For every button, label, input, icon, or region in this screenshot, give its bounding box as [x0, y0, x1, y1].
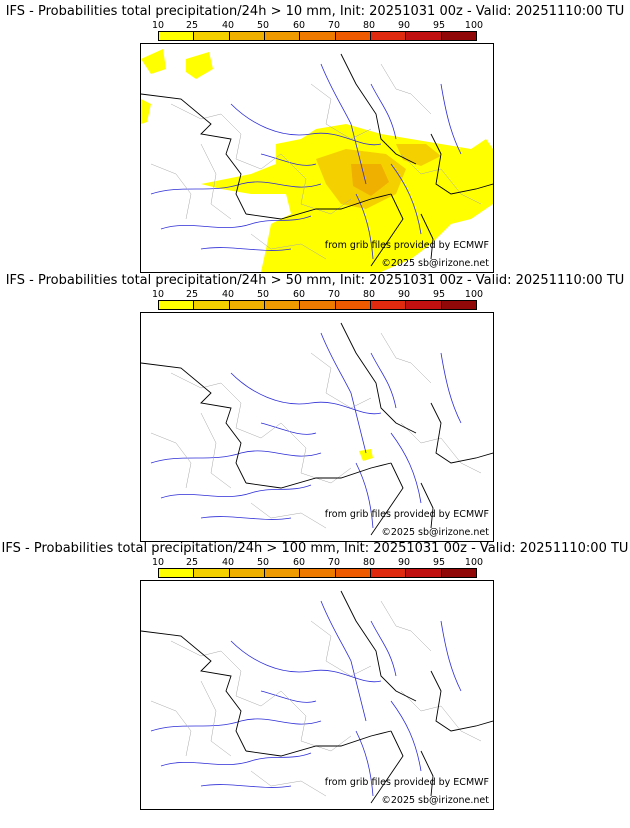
probability-map: from grib files provided by ECMWF ©2025 … [140, 580, 494, 810]
scale-label: 100 [464, 289, 484, 300]
scale-label: 25 [185, 20, 199, 31]
panel-title: IFS - Probabilities total precipitation/… [5, 273, 625, 288]
color-scale-bar [158, 300, 477, 310]
scale-swatch [264, 569, 301, 577]
scale-label: 40 [221, 289, 235, 300]
color-scale-labels: 10 25 40 50 60 70 80 90 95 100 [140, 557, 490, 568]
scale-label: 70 [327, 557, 341, 568]
scale-swatch [441, 301, 476, 309]
scale-swatch [441, 32, 476, 40]
scale-swatch [159, 32, 195, 40]
grib-credit: from grib files provided by ECMWF [324, 509, 489, 520]
scale-swatch [406, 32, 442, 40]
forecast-panel-10mm: IFS - Probabilities total precipitation/… [0, 4, 630, 273]
scale-swatch [335, 32, 371, 40]
scale-swatch [406, 569, 442, 577]
scale-swatch [300, 32, 336, 40]
copyright-credit: ©2025 sb@irizone.net [381, 527, 489, 538]
copyright-credit: ©2025 sb@irizone.net [381, 795, 489, 806]
scale-swatch [300, 301, 336, 309]
country-borders [141, 322, 493, 536]
probability-area [186, 52, 213, 79]
scale-label: 10 [151, 557, 165, 568]
scale-swatch [229, 32, 265, 40]
scale-label: 25 [185, 289, 199, 300]
scale-label: 60 [292, 557, 306, 568]
scale-swatch [264, 32, 301, 40]
scale-label: 40 [221, 557, 235, 568]
region-borders [150, 600, 482, 797]
probability-overlay [359, 449, 373, 461]
scale-label: 60 [292, 20, 306, 31]
probability-area [351, 164, 389, 196]
grib-credit: from grib files provided by ECMWF [324, 240, 489, 251]
color-scale-labels: 10 25 40 50 60 70 80 90 95 100 [140, 289, 490, 300]
river-lines [150, 600, 462, 797]
scale-swatch [194, 569, 230, 577]
scale-swatch [194, 32, 230, 40]
scale-label: 80 [362, 557, 376, 568]
panel-title: IFS - Probabilities total precipitation/… [5, 4, 625, 19]
region-borders [150, 332, 482, 529]
scale-label: 100 [464, 20, 484, 31]
scale-label: 70 [327, 289, 341, 300]
scale-swatch [335, 569, 371, 577]
forecast-panel-100mm: IFS - Probabilities total precipitation/… [0, 541, 630, 810]
scale-label: 50 [256, 557, 270, 568]
scale-label: 95 [432, 557, 446, 568]
probability-area [359, 449, 373, 461]
scale-label: 50 [256, 289, 270, 300]
scale-swatch [300, 569, 336, 577]
scale-swatch [229, 569, 265, 577]
probability-area [141, 99, 151, 124]
scale-swatch [159, 301, 195, 309]
scale-swatch [370, 32, 407, 40]
river-lines [150, 63, 462, 260]
scale-swatch [335, 301, 371, 309]
probability-overlay [141, 49, 493, 272]
country-borders [141, 590, 493, 804]
scale-swatch [441, 569, 476, 577]
europe-map-svg [141, 49, 493, 272]
scale-swatch [370, 301, 407, 309]
scale-swatch [406, 301, 442, 309]
scale-swatch [264, 301, 301, 309]
scale-label: 90 [397, 289, 411, 300]
scale-label: 90 [397, 20, 411, 31]
color-scale-bar [158, 31, 477, 41]
scale-label: 90 [397, 557, 411, 568]
probability-map: from grib files provided by ECMWF ©2025 … [140, 312, 494, 542]
europe-map-svg [141, 322, 493, 536]
copyright-credit: ©2025 sb@irizone.net [381, 258, 489, 269]
scale-label: 70 [327, 20, 341, 31]
scale-label: 10 [151, 289, 165, 300]
panel-title: IFS - Probabilities total precipitation/… [1, 541, 629, 556]
scale-label: 100 [464, 557, 484, 568]
scale-label: 80 [362, 289, 376, 300]
color-scale-bar [158, 568, 477, 578]
scale-swatch [370, 569, 407, 577]
color-scale-labels: 10 25 40 50 60 70 80 90 95 100 [140, 20, 490, 31]
probability-area [141, 49, 166, 74]
scale-swatch [229, 301, 265, 309]
forecast-panel-50mm: IFS - Probabilities total precipitation/… [0, 273, 630, 542]
scale-label: 80 [362, 20, 376, 31]
probability-map: from grib files provided by ECMWF ©2025 … [140, 43, 494, 273]
scale-label: 95 [432, 20, 446, 31]
grib-credit: from grib files provided by ECMWF [324, 777, 489, 788]
scale-label: 10 [151, 20, 165, 31]
scale-label: 95 [432, 289, 446, 300]
scale-label: 60 [292, 289, 306, 300]
scale-label: 25 [185, 557, 199, 568]
europe-map-svg [141, 590, 493, 804]
scale-swatch [194, 301, 230, 309]
country-borders [141, 53, 493, 267]
scale-label: 40 [221, 20, 235, 31]
scale-swatch [159, 569, 195, 577]
river-lines [150, 332, 462, 529]
scale-label: 50 [256, 20, 270, 31]
